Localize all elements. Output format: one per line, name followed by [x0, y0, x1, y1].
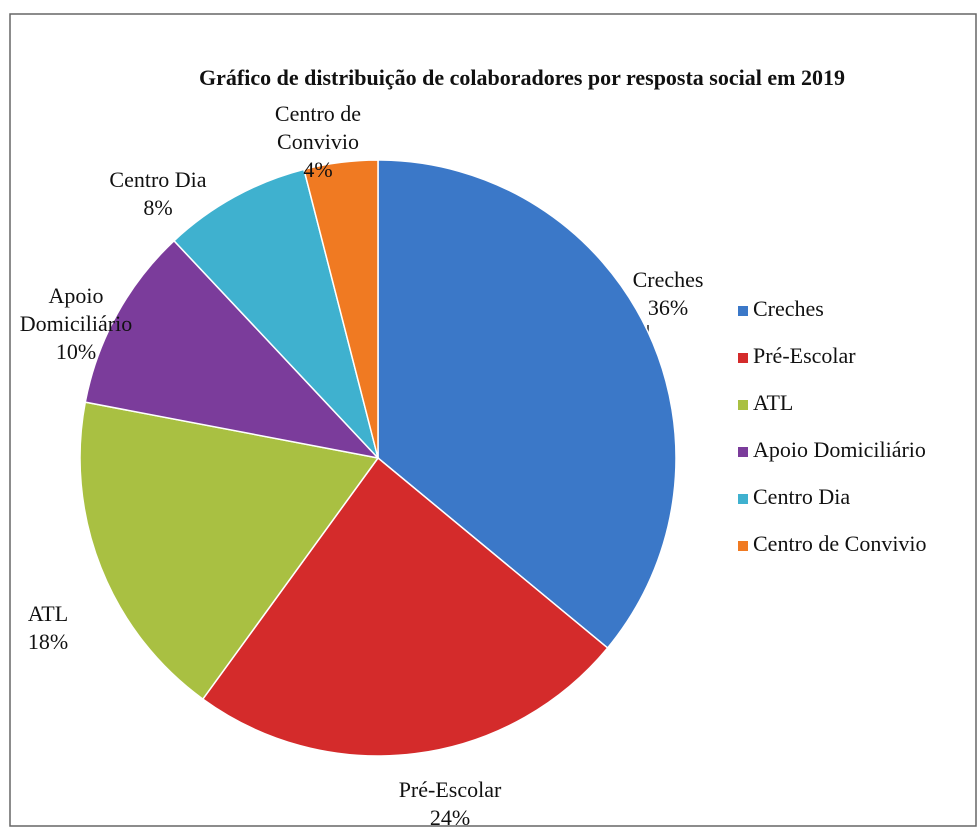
data-label-value: 8% — [143, 195, 173, 220]
legend-label: Pré-Escolar — [753, 343, 856, 368]
legend-label: Creches — [753, 296, 824, 321]
data-label-value: 4% — [303, 157, 333, 182]
data-label-value: 18% — [27, 629, 69, 654]
legend-swatch — [738, 447, 748, 457]
data-label: Centro Dia 8% — [83, 166, 233, 222]
pie-slice — [172, 168, 379, 459]
data-label-name: ATL — [27, 601, 69, 626]
data-label-name: Creches — [632, 267, 704, 292]
data-label-name: Centro Dia — [109, 167, 207, 192]
legend-swatch — [738, 353, 748, 363]
legend-swatch — [738, 400, 748, 410]
data-label: Creches 36% — [608, 266, 728, 322]
data-label: ATL 18% — [8, 600, 88, 656]
pie-slice — [377, 159, 677, 650]
legend-swatch — [738, 306, 748, 316]
data-label-value: 24% — [429, 805, 471, 830]
legend-label: Centro Dia — [753, 484, 850, 509]
legend-label: Centro de Convivio — [753, 531, 927, 556]
pie-slice — [79, 401, 380, 701]
data-label-value: 10% — [55, 339, 97, 364]
pie-slice — [302, 159, 379, 459]
data-label-name: Pré-Escolar — [398, 777, 502, 802]
pie-slice — [201, 456, 609, 757]
legend-swatch — [738, 541, 748, 551]
data-label-name: Centro de Convivio — [274, 101, 362, 154]
legend-label: Apoio Domiciliário — [753, 437, 926, 462]
data-label: Apoio Domiciliário 10% — [1, 282, 151, 366]
data-label-name: Apoio Domiciliário — [19, 283, 133, 336]
chart-title: Gráfico de distribuição de colaboradores… — [199, 65, 845, 90]
legend-label: ATL — [753, 390, 793, 415]
legend-swatch — [738, 494, 748, 504]
pie-slice — [84, 239, 381, 460]
data-label: Centro de Convivio 4% — [253, 100, 383, 184]
data-label: Pré-Escolar 24% — [360, 776, 540, 832]
data-label-value: 36% — [647, 295, 689, 320]
